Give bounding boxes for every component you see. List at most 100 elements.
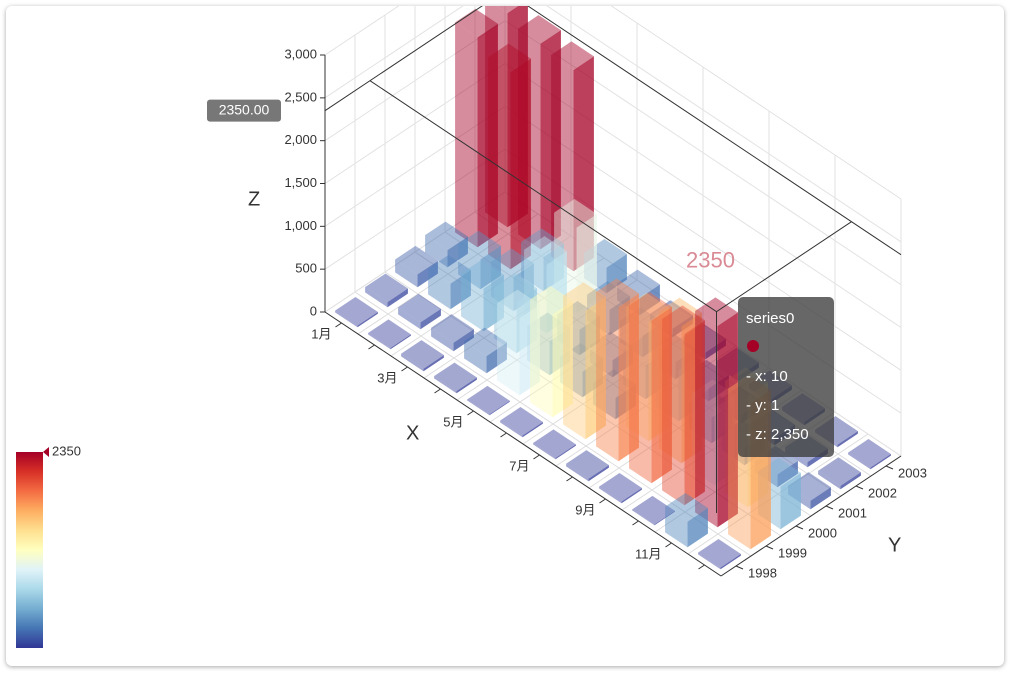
z-grid-line <box>324 6 902 200</box>
bar-top <box>665 493 708 522</box>
bar[interactable] <box>428 255 471 310</box>
bar-side <box>780 472 801 530</box>
bar-side <box>477 23 498 248</box>
z-tick-label: 1,500 <box>284 175 317 190</box>
y-tick <box>885 465 894 470</box>
bar-top <box>530 285 573 315</box>
tooltip-line: - x: 10 <box>746 368 788 385</box>
bar-front <box>497 303 520 396</box>
bar-front <box>488 57 511 270</box>
bar-top <box>494 273 537 302</box>
bar-top <box>596 278 639 308</box>
bar-top <box>491 248 534 278</box>
bar-side <box>417 260 438 288</box>
bar[interactable] <box>497 289 540 396</box>
floor-grid <box>384 271 782 537</box>
bar-side <box>423 355 444 372</box>
bar[interactable] <box>665 493 708 548</box>
bar[interactable] <box>401 340 444 372</box>
bar-top <box>587 281 630 310</box>
bar[interactable] <box>533 429 576 460</box>
bar-side <box>777 460 798 488</box>
visual-map-max: 2350 <box>52 443 81 458</box>
bar-top <box>698 539 741 568</box>
bar[interactable] <box>434 362 477 394</box>
bar[interactable] <box>530 285 573 418</box>
bar-top <box>425 221 468 251</box>
bar[interactable] <box>464 327 507 374</box>
y-tick-label: 2003 <box>898 465 927 480</box>
bar[interactable] <box>425 221 468 268</box>
bar-top <box>365 273 408 303</box>
bar[interactable] <box>698 539 741 570</box>
bar-front <box>596 292 619 462</box>
bar-front <box>425 235 448 268</box>
x-tick-label: 9月 <box>575 502 595 517</box>
bar-front <box>818 470 841 490</box>
x-axis <box>324 311 722 577</box>
bar-side <box>483 274 504 332</box>
bar-front <box>632 509 655 526</box>
x-tick <box>467 410 474 416</box>
bar[interactable] <box>629 291 672 484</box>
chart: 0 500 1,000 1,500 2,000 2,500 3,000 1月 3月 5月 7月 9月 1… <box>16 6 927 648</box>
bar[interactable] <box>632 495 675 526</box>
bar-front <box>599 486 622 504</box>
bar-side <box>687 507 708 548</box>
tooltip-box <box>738 297 834 457</box>
bar-front <box>494 286 517 354</box>
x-tick <box>368 344 375 350</box>
visual-map-handle[interactable] <box>43 447 49 457</box>
x-tick <box>566 476 573 482</box>
bar-top <box>368 319 411 348</box>
bar[interactable] <box>551 41 594 272</box>
bar-top <box>497 289 540 319</box>
bar-top <box>428 255 471 284</box>
y-axis-name: Y <box>888 534 901 556</box>
bar-front <box>335 310 358 328</box>
bar[interactable] <box>596 278 639 462</box>
bar[interactable] <box>461 259 504 332</box>
y-tick-label: 2001 <box>838 505 867 520</box>
bar[interactable] <box>455 8 498 248</box>
bar-top <box>551 41 594 70</box>
bar-front <box>662 318 685 506</box>
bar[interactable] <box>563 282 606 440</box>
bar[interactable] <box>488 43 531 270</box>
bar[interactable] <box>818 457 861 490</box>
bar[interactable] <box>335 297 378 328</box>
z-grid-line <box>324 62 902 328</box>
bar-side <box>606 253 627 294</box>
bar[interactable] <box>395 245 438 288</box>
visual-map-bar[interactable] <box>16 452 43 648</box>
bar[interactable] <box>662 305 705 506</box>
bar[interactable] <box>365 273 408 308</box>
bar[interactable] <box>431 314 474 352</box>
bar-top <box>848 439 891 468</box>
bar-side <box>450 269 471 310</box>
bar-front <box>434 376 457 394</box>
bar[interactable] <box>368 319 411 350</box>
bar-top <box>455 8 498 38</box>
bar[interactable] <box>599 473 642 504</box>
bar-side <box>552 300 573 418</box>
bar[interactable] <box>467 385 510 416</box>
bar-front <box>551 55 574 272</box>
x-tick-label: 3月 <box>377 370 397 385</box>
bar-side <box>540 30 561 250</box>
bar-top <box>629 291 672 321</box>
tooltip-marker <box>747 340 759 352</box>
bar-top <box>496 6 519 14</box>
axis-pointer-label-bg <box>207 99 281 122</box>
z-tick-label: 2,500 <box>284 89 317 104</box>
bar-side <box>717 312 738 528</box>
bar-top <box>431 314 474 343</box>
bar-top <box>599 473 642 502</box>
bar[interactable] <box>566 450 609 482</box>
x-axis-name: X <box>406 422 419 444</box>
bar[interactable] <box>398 293 441 330</box>
bar[interactable] <box>848 439 891 470</box>
x-tick-label: 1月 <box>311 326 331 341</box>
bar[interactable] <box>500 407 543 438</box>
bar-top <box>524 236 567 265</box>
